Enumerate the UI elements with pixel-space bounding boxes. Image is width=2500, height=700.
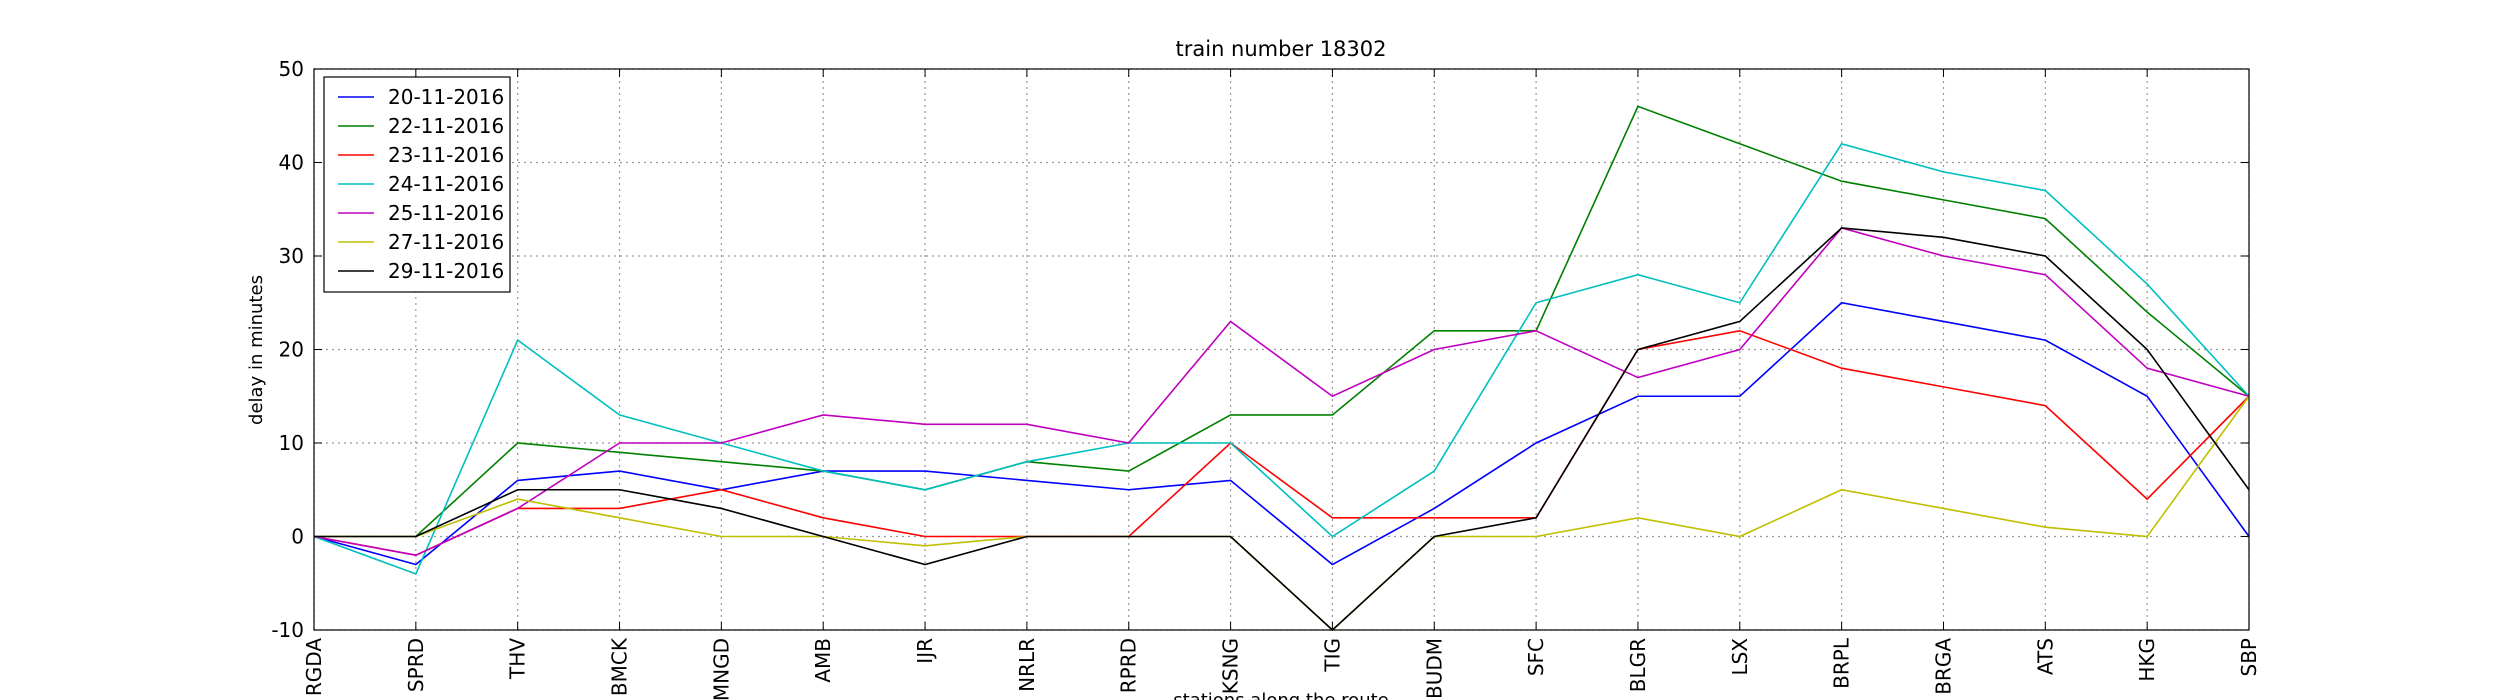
series-line xyxy=(313,329,2250,557)
series-line xyxy=(314,395,2250,632)
y-tick-label: 0 xyxy=(291,525,304,549)
x-tick-label: THV xyxy=(506,638,530,680)
x-tick-label: AMB xyxy=(811,638,835,683)
y-tick-label: 50 xyxy=(279,57,304,81)
x-tick-label: KSNG xyxy=(1219,638,1243,694)
legend-label: 29-11-2016 xyxy=(388,259,504,283)
x-tick-label: BUDM xyxy=(1422,638,1446,699)
y-tick-label: 30 xyxy=(279,244,304,268)
x-tick-label: RPRD xyxy=(1117,638,1141,693)
legend-label: 23-11-2016 xyxy=(388,143,504,167)
x-tick-label: SFC xyxy=(1524,638,1548,676)
x-tick-label: TIG xyxy=(1320,638,1344,673)
plot-frame xyxy=(313,68,2250,631)
series-line xyxy=(313,301,2250,566)
x-tick-label: BMCK xyxy=(608,637,632,696)
legend-label: 24-11-2016 xyxy=(388,172,504,196)
series-line xyxy=(313,142,2250,575)
x-tick-label: LSX xyxy=(1728,638,1752,676)
y-axis-label: delay in minutes xyxy=(246,275,267,425)
x-tick-label: HKG xyxy=(2135,638,2159,682)
x-tick-label: ATS xyxy=(2033,638,2057,675)
x-tick-label: NRLR xyxy=(1015,638,1039,692)
x-tick-label: BLGR xyxy=(1626,638,1650,692)
x-tick-label: IJR xyxy=(913,638,937,664)
series-line xyxy=(313,227,2250,557)
x-tick-label: RGDA xyxy=(302,638,326,696)
y-tick-label: 20 xyxy=(279,338,304,362)
x-tick-label: SPRD xyxy=(404,638,428,692)
series-line xyxy=(314,105,2250,538)
x-tick-label: SBP xyxy=(2237,638,2261,676)
y-tick-label: -10 xyxy=(271,618,304,642)
chart-title: train number 18302 xyxy=(1176,37,1387,61)
legend-label: 22-11-2016 xyxy=(388,114,504,138)
y-tick-label: 40 xyxy=(279,151,304,175)
x-tick-label: BRPL xyxy=(1830,637,1854,689)
x-tick-label: BRGA xyxy=(1931,638,1955,695)
x-tick-label: MNGD xyxy=(709,638,733,700)
legend-label: 25-11-2016 xyxy=(388,201,504,225)
legend-label: 27-11-2016 xyxy=(388,230,504,254)
y-tick-label: 10 xyxy=(279,431,304,455)
x-axis-label: stations along the route xyxy=(1173,690,1388,700)
legend-label: 20-11-2016 xyxy=(388,85,504,109)
series-line xyxy=(314,227,2250,632)
